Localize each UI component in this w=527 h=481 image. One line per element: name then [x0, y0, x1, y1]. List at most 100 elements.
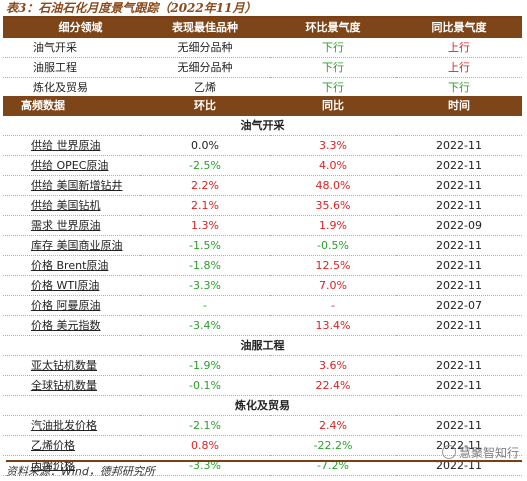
mom-value: 1.3% — [140, 215, 270, 236]
indicator-label: 供给 OPEC原油 — [3, 155, 140, 176]
summary-header-best: 表现最佳品种 — [140, 18, 270, 38]
yoy-value: 12.5% — [270, 255, 396, 276]
indicator-label: 亚太钻机数量 — [3, 355, 140, 376]
summary-header-yoy: 同比景气度 — [396, 18, 522, 38]
indicator-label: 价格 Brent原油 — [3, 255, 140, 276]
summary-header-row: 细分领域 表现最佳品种 环比景气度 同比景气度 — [3, 18, 522, 38]
best-cell: 无细分品种 — [140, 57, 270, 78]
summary-table: 细分领域 表现最佳品种 环比景气度 同比景气度 油气开采 无细分品种 下行 上行 油服工… — [3, 18, 522, 98]
mom-value: -1.8% — [140, 255, 270, 276]
section-title: 油服工程 — [3, 335, 522, 356]
time-value: 2022-11 — [396, 235, 522, 256]
indicator-label: 汽油批发价格 — [3, 415, 140, 436]
data-row: 需求 世界原油 1.3% 1.9% 2022-09 — [3, 215, 522, 236]
sector-cell: 油气开采 — [3, 38, 140, 58]
time-value: 2022-11 — [396, 255, 522, 276]
indicator-label: 价格 阿曼原油 — [3, 295, 140, 316]
section-title: 炼化及贸易 — [3, 395, 522, 416]
mom-value: - — [140, 295, 270, 316]
detail-header-row: 高频数据 环比 同比 时间 — [3, 96, 522, 116]
summary-row: 油服工程 无细分品种 下行 上行 — [3, 57, 522, 78]
sector-cell: 炼化及贸易 — [3, 77, 140, 98]
time-value: 2022-11 — [396, 315, 522, 336]
section-title: 油气开采 — [3, 116, 522, 136]
time-value: 2022-11 — [396, 415, 522, 436]
indicator-label: 全球钻机数量 — [3, 375, 140, 396]
mom-value: -2.5% — [140, 155, 270, 176]
mom-value: -3.4% — [140, 315, 270, 336]
time-value: 2022-11 — [396, 175, 522, 196]
mom-trend-cell: 下行 — [270, 77, 396, 98]
time-value: 2022-11 — [396, 435, 522, 456]
detail-table: 高频数据 环比 同比 时间 油气开采 供给 世界原油 0.0% 3.3% 2022-11… — [3, 96, 522, 476]
data-row: 价格 Brent原油 -1.8% 12.5% 2022-11 — [3, 255, 522, 276]
source-note: 资料来源：Wind，德邦研究所 — [6, 460, 522, 479]
time-value: 2022-11 — [396, 155, 522, 176]
time-value: 2022-11 — [396, 195, 522, 216]
detail-header-time: 时间 — [396, 96, 522, 116]
mom-value: -1.9% — [140, 355, 270, 376]
detail-header-mom: 环比 — [140, 96, 270, 116]
indicator-label: 乙烯价格 — [3, 435, 140, 456]
data-row: 亚太钻机数量 -1.9% 3.6% 2022-11 — [3, 355, 522, 376]
time-value: 2022-11 — [396, 375, 522, 396]
mom-value: 2.1% — [140, 195, 270, 216]
mom-value: 2.2% — [140, 175, 270, 196]
data-row: 乙烯价格 0.8% -22.2% 2022-11 — [3, 435, 522, 456]
mom-value: 0.8% — [140, 435, 270, 456]
data-row: 供给 OPEC原油 -2.5% 4.0% 2022-11 — [3, 155, 522, 176]
yoy-value: 3.6% — [270, 355, 396, 376]
summary-row: 炼化及贸易 乙烯 下行 下行 — [3, 77, 522, 98]
yoy-value: 7.0% — [270, 275, 396, 296]
mom-value: -0.1% — [140, 375, 270, 396]
data-row: 供给 世界原油 0.0% 3.3% 2022-11 — [3, 135, 522, 156]
sector-cell: 油服工程 — [3, 57, 140, 78]
yoy-value: 4.0% — [270, 155, 396, 176]
indicator-label: 供给 美国钻机 — [3, 195, 140, 216]
yoy-value: 35.6% — [270, 195, 396, 216]
time-value: 2022-09 — [396, 215, 522, 236]
watermark: 慧聚智知行 — [441, 444, 519, 461]
time-value: 2022-11 — [396, 355, 522, 376]
yoy-value: 1.9% — [270, 215, 396, 236]
data-row: 价格 阿曼原油 - -2022-07 — [3, 295, 522, 316]
indicator-label: 供给 世界原油 — [3, 135, 140, 156]
mom-value: -3.3% — [140, 275, 270, 296]
wechat-icon — [441, 445, 456, 459]
data-row: 供给 美国新增钻井 2.2% 48.0% 2022-11 — [3, 175, 522, 196]
detail-header-item: 高频数据 — [3, 96, 140, 116]
time-value: 2022-11 — [396, 275, 522, 296]
indicator-label: 需求 世界原油 — [3, 215, 140, 236]
top-rule — [3, 16, 522, 18]
data-row: 汽油批发价格 -2.1% 2.4% 2022-11 — [3, 415, 522, 436]
data-row: 供给 美国钻机 2.1% 35.6% 2022-11 — [3, 195, 522, 216]
section-header-row: 油服工程 — [3, 335, 522, 356]
time-value: 2022-11 — [396, 135, 522, 156]
yoy-trend-cell: 上行 — [396, 38, 522, 58]
watermark-text: 慧聚智知行 — [458, 446, 519, 460]
summary-header-mom: 环比景气度 — [270, 18, 396, 38]
data-row: 价格 美元指数 -3.4% 13.4% 2022-11 — [3, 315, 522, 336]
indicator-label: 价格 WTI原油 — [3, 275, 140, 296]
table-title: 表3：石油石化月度景气跟踪（2022年11月） — [6, 1, 257, 15]
data-row: 库存 美国商业原油 -1.5% -0.5% 2022-11 — [3, 235, 522, 256]
data-row: 价格 WTI原油 -3.3% 7.0% 2022-11 — [3, 275, 522, 296]
mom-trend-cell: 下行 — [270, 38, 396, 58]
indicator-label: 价格 美元指数 — [3, 315, 140, 336]
indicator-label: 供给 美国新增钻井 — [3, 175, 140, 196]
best-cell: 乙烯 — [140, 77, 270, 98]
mom-value: -2.1% — [140, 415, 270, 436]
summary-row: 油气开采 无细分品种 下行 上行 — [3, 38, 522, 58]
yoy-value: 13.4% — [270, 315, 396, 336]
yoy-value: 3.3% — [270, 135, 396, 156]
yoy-value: -22.2% — [270, 435, 396, 456]
mom-value: -1.5% — [140, 235, 270, 256]
time-value: 2022-07 — [396, 295, 522, 316]
yoy-value: - — [270, 295, 396, 316]
yoy-value: 2.4% — [270, 415, 396, 436]
summary-header-sector: 细分领域 — [3, 18, 140, 38]
yoy-value: 48.0% — [270, 175, 396, 196]
yoy-trend-cell: 下行 — [396, 77, 522, 98]
data-row: 全球钻机数量 -0.1% 22.4% 2022-11 — [3, 375, 522, 396]
best-cell: 无细分品种 — [140, 38, 270, 58]
